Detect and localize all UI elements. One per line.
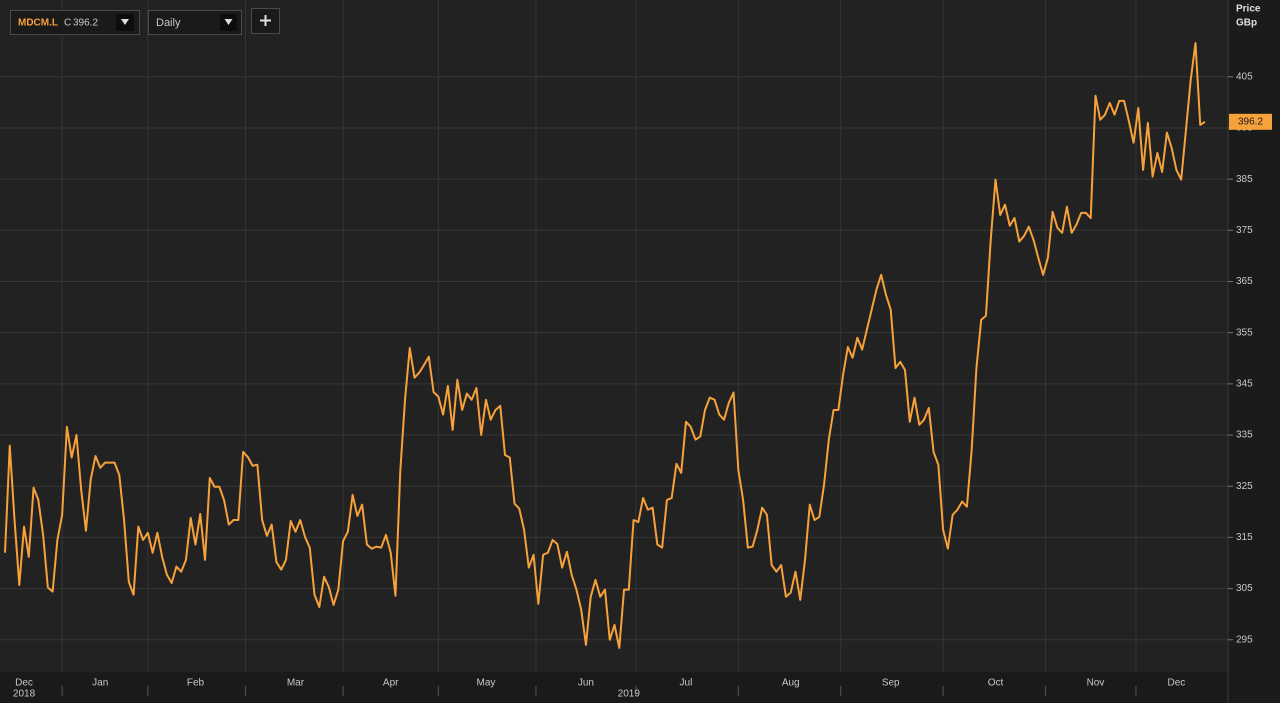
plot-area <box>0 0 1228 672</box>
y-tick-label: 405 <box>1236 71 1253 82</box>
grid <box>0 0 1228 672</box>
price-line <box>4 41 1206 649</box>
x-tick-label: Jul <box>680 678 693 689</box>
x-year-label: 2018 <box>13 689 36 700</box>
symbol: MDCM.L <box>18 18 58 29</box>
x-tick-label: Jan <box>92 678 108 689</box>
y-tick-label: 295 <box>1236 634 1253 645</box>
x-tick-label: Dec <box>1168 678 1186 689</box>
interval: Daily <box>156 17 181 29</box>
y-tick-label: 355 <box>1236 327 1253 338</box>
y-tick-label: 315 <box>1236 532 1253 543</box>
x-tick-label: Feb <box>187 678 205 689</box>
x-tick-label: Oct <box>988 678 1004 689</box>
x-tick-label: Sep <box>882 678 900 689</box>
x-tick-label: May <box>476 678 495 689</box>
x-tick-label: Aug <box>782 678 800 689</box>
y-tick-label: 385 <box>1236 174 1253 185</box>
close-value: 396.2 <box>73 18 98 29</box>
x-year-label: 2019 <box>618 689 641 700</box>
add-button[interactable] <box>251 8 280 34</box>
dropdown-arrow <box>224 19 233 25</box>
y-tick-label: 375 <box>1236 225 1253 236</box>
last-price-label: 396.2 <box>1238 116 1263 127</box>
dropdown-arrow <box>121 19 129 25</box>
y-tick-label: 325 <box>1236 481 1253 492</box>
series <box>4 41 1206 649</box>
y-tick-label: 305 <box>1236 583 1253 594</box>
y-tick-label: 365 <box>1236 276 1253 287</box>
plus-icon <box>260 15 271 26</box>
x-tick-label: Apr <box>383 678 399 689</box>
x-tick-label: Jun <box>578 678 594 689</box>
y-tick-label: 335 <box>1236 430 1253 441</box>
x-tick-label: Mar <box>287 678 305 689</box>
x-axis-area <box>0 672 1228 703</box>
y-tick-label: 345 <box>1236 378 1253 389</box>
last-price-box <box>1229 113 1272 130</box>
y-axis-label: Price <box>1236 4 1261 15</box>
close-prefix: C <box>64 18 71 29</box>
y-axis-unit: GBp <box>1236 18 1257 29</box>
x-tick-label: Dec <box>15 678 33 689</box>
x-tick-label: Nov <box>1087 678 1105 689</box>
